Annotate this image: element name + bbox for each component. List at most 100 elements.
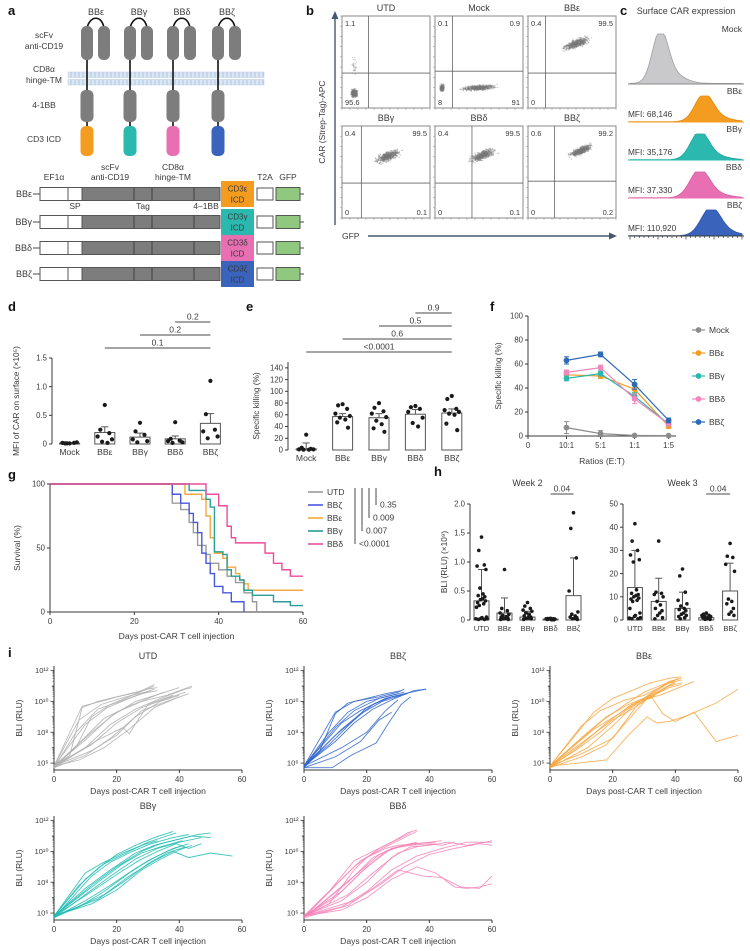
svg-text:BBζ: BBζ bbox=[16, 269, 32, 279]
survival-curve-BBγ bbox=[50, 483, 303, 607]
svg-text:BBζ: BBζ bbox=[327, 500, 342, 510]
svg-text:Tag: Tag bbox=[136, 201, 150, 211]
flow-plot-BBε: BBε 0.4 99.5 0 bbox=[526, 3, 617, 110]
legend-item-BBε: BBε bbox=[308, 513, 342, 523]
bli-traces bbox=[53, 830, 233, 919]
svg-text:0.5: 0.5 bbox=[36, 411, 48, 420]
legend-item-BBγ: BBγ bbox=[692, 371, 725, 381]
dots-BBζ bbox=[442, 393, 462, 433]
i-plot-UTD: UTD 10⁶ 10⁸ 10¹⁰ 10¹² 0 20 40 60 BLI (RLU) Days po… bbox=[14, 651, 247, 796]
y-axis-label: BLI (RLU) bbox=[14, 699, 24, 736]
svg-text:1.0: 1.0 bbox=[36, 382, 48, 391]
p-value: 0.04 bbox=[554, 484, 571, 494]
svg-text:UTD: UTD bbox=[627, 624, 643, 633]
svg-text:hinge-TM: hinge-TM bbox=[155, 172, 191, 182]
survival-curve-BBδ bbox=[50, 483, 303, 577]
svg-text:1.5: 1.5 bbox=[36, 354, 48, 363]
scfv-linker-loop bbox=[86, 17, 105, 29]
svg-text:0: 0 bbox=[438, 208, 442, 217]
svg-text:BBγ: BBγ bbox=[521, 624, 535, 633]
svg-text:20: 20 bbox=[130, 617, 139, 626]
svg-text:60: 60 bbox=[299, 617, 308, 626]
scfv-lobe bbox=[141, 26, 153, 60]
svg-text:40: 40 bbox=[671, 775, 680, 784]
construct-row-BBγ: BBγ CD3γ ICD bbox=[15, 209, 304, 235]
car-body-box bbox=[81, 267, 221, 281]
dots-BBε bbox=[333, 402, 352, 430]
ef1a-box bbox=[39, 215, 69, 229]
panel-label-d: d bbox=[8, 299, 16, 314]
svg-text:100: 100 bbox=[32, 480, 46, 489]
x-axis-label: Days post-CAR T cell injection bbox=[90, 786, 206, 796]
scfv-lobe bbox=[124, 26, 136, 60]
svg-text:40: 40 bbox=[274, 422, 283, 431]
svg-text:Mock: Mock bbox=[709, 325, 730, 335]
svg-text:BBζ: BBζ bbox=[219, 7, 235, 17]
panel-h-week2-chart: Week 2 0 0.5 1.0 1.5 2.0 BLI (RLU) (×10⁹) UTD BB… bbox=[439, 478, 582, 633]
svg-text:10¹²: 10¹² bbox=[35, 816, 49, 825]
svg-text:BBδ: BBδ bbox=[167, 447, 183, 457]
car-cartoon-BBε: BBε bbox=[80, 7, 110, 156]
panel-c-title: Surface CAR expression bbox=[637, 6, 736, 16]
svg-text:10¹⁰: 10¹⁰ bbox=[284, 847, 298, 856]
scatter-cloud bbox=[561, 35, 593, 52]
chart-title: BBγ bbox=[140, 801, 157, 811]
svg-text:CD3ε: CD3ε bbox=[228, 185, 248, 194]
i-plot-BBε: BBε 10⁶ 10⁸ 10¹⁰ 10¹² 0 20 40 60 BLI (RLU) Days po… bbox=[510, 651, 743, 796]
scatter-cloud bbox=[350, 56, 359, 99]
dots-BBγ bbox=[130, 420, 150, 445]
svg-text:50: 50 bbox=[36, 544, 45, 553]
car-cartoon-BBδ: BBδ bbox=[166, 7, 196, 156]
x-axis-label: Days post-CAR T cell injection bbox=[340, 786, 456, 796]
svg-text:1.1: 1.1 bbox=[345, 19, 355, 28]
svg-text:10⁸: 10⁸ bbox=[287, 728, 299, 737]
svg-text:anti-CD19: anti-CD19 bbox=[25, 41, 64, 51]
mfi-value: MFI: 68,146 bbox=[628, 109, 673, 119]
svg-text:99.5: 99.5 bbox=[598, 19, 613, 28]
p-value: 0.04 bbox=[710, 484, 727, 494]
legend-item-BBδ: BBδ bbox=[692, 394, 725, 404]
svg-text:0.4: 0.4 bbox=[438, 129, 448, 138]
y-axis-label: BLI (RLU) bbox=[510, 699, 520, 736]
flow-plot-UTD: UTD 1.1 95.6 bbox=[340, 3, 431, 110]
y-axis-label: BLI (RLU) bbox=[264, 699, 274, 736]
survival-curve-BBε bbox=[50, 483, 303, 591]
survival-curve-BBζ bbox=[50, 483, 245, 612]
dots-BBγ bbox=[369, 401, 389, 434]
svg-text:0.1: 0.1 bbox=[438, 19, 448, 28]
svg-text:1:1: 1:1 bbox=[629, 441, 640, 450]
dots-BBζ bbox=[723, 541, 737, 618]
svg-text:1.0: 1.0 bbox=[454, 558, 466, 567]
svg-text:100: 100 bbox=[510, 312, 524, 321]
panel-label-a: a bbox=[8, 3, 16, 18]
dots-UTD bbox=[474, 535, 489, 622]
chart-title: Week 2 bbox=[512, 478, 542, 488]
svg-text:0: 0 bbox=[43, 440, 48, 449]
svg-text:BBε: BBε bbox=[327, 513, 342, 523]
svg-text:0.2: 0.2 bbox=[603, 208, 613, 217]
svg-text:0: 0 bbox=[526, 441, 531, 450]
svg-text:80: 80 bbox=[274, 399, 283, 408]
svg-text:scFv: scFv bbox=[35, 30, 54, 40]
scfv-lobe bbox=[212, 26, 224, 60]
p-value: 0.2 bbox=[187, 312, 199, 322]
svg-text:CD3γ: CD3γ bbox=[227, 213, 247, 222]
legend-item-BBε: BBε bbox=[692, 348, 724, 358]
svg-text:91: 91 bbox=[512, 98, 520, 107]
svg-text:CD3 ICD: CD3 ICD bbox=[27, 134, 61, 144]
t2a-box bbox=[256, 267, 274, 281]
panel-g-survival-chart: 0 50 100 0 20 40 60 Survival (%) Days post-CAR T… bbox=[12, 480, 397, 641]
panel-c-histograms: Surface CAR expression Mock BBε MFI: 68,146… bbox=[628, 6, 744, 240]
svg-text:0.6: 0.6 bbox=[531, 129, 541, 138]
panel-h-week3-chart: Week 3 0 10 20 30 40 50 UTD BBε BBγ BBδ BBζ 0.04 bbox=[609, 478, 739, 633]
svg-text:40: 40 bbox=[214, 617, 223, 626]
h3-content: Week 3 0 10 20 30 40 50 UTD BBε BBγ BBδ BBζ 0.04 bbox=[609, 478, 739, 633]
svg-text:10⁶: 10⁶ bbox=[37, 909, 49, 918]
svg-text:140: 140 bbox=[270, 364, 284, 373]
panel-a-construct-schematic: BBε BBγ BBδ BBζscFvanti-CD19CD8αhinge-TM4-1… bbox=[15, 7, 304, 287]
svg-text:CD8α: CD8α bbox=[162, 162, 184, 172]
svg-text:BBγ: BBγ bbox=[327, 526, 343, 536]
svg-text:BBε: BBε bbox=[564, 3, 580, 13]
svg-text:0: 0 bbox=[531, 98, 535, 107]
svg-text:0: 0 bbox=[614, 616, 619, 625]
